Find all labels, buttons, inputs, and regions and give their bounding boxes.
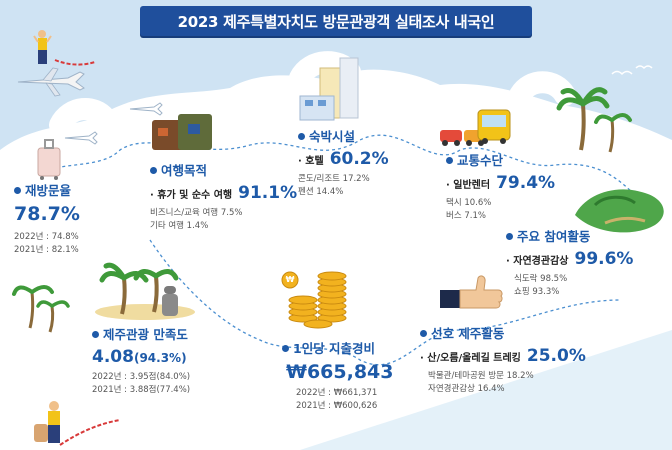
airplane-icon-2 — [129, 102, 163, 116]
lodging-sub-2: 펜션 14.4% — [298, 187, 344, 197]
section-preferred: 선호 제주활동 · 산/오름/올레길 트레킹 25.0% 박물관/테마공원 방문… — [420, 323, 586, 396]
small-airplane-icon — [64, 131, 98, 145]
purpose-sub-2: 기타 여행 1.4% — [150, 221, 209, 231]
section-activities: 주요 참여활동 · 자연경관감상 99.6% 식도락 98.5% 쇼핑 93.3… — [506, 226, 633, 299]
activities-top-label: · 자연경관감상 — [506, 256, 569, 267]
transport-sub-1: 택시 10.6% — [446, 198, 492, 208]
purpose-top-value: 91.1% — [238, 183, 298, 203]
activities-top-row: · 자연경관감상 99.6% — [506, 249, 633, 269]
purpose-top-row: · 휴가 및 순수 여행 91.1% — [150, 183, 297, 203]
preferred-sub-1: 박물관/테마공원 방문 18.2% — [428, 371, 534, 381]
spending-heading: 1인당 지출경비 — [282, 338, 394, 357]
satisfaction-sub-2: 2021년 : 3.88점(77.4%) — [92, 385, 191, 395]
palm-tree-icon-2 — [594, 113, 632, 153]
bus-icon — [477, 109, 511, 144]
palm-tree-icon-3 — [12, 285, 54, 329]
revisit-sub-1: 2022년 : 74.8% — [14, 232, 79, 242]
lodging-heading: 숙박시설 — [298, 126, 389, 145]
section-satisfaction: 제주관광 만족도 4.08(94.3%) 2022년 : 3.95점(84.0%… — [92, 324, 190, 397]
section-revisit: 재방문율 78.7% 2022년 : 74.8% 2021년 : 82.1% — [14, 180, 80, 257]
dolharubang-icon — [162, 286, 178, 316]
section-transport: 교통수단 · 일반렌터 79.4% 택시 10.6% 버스 7.1% — [446, 150, 555, 223]
section-lodging: 숙박시설 · 호텔 60.2% 콘도/리조트 17.2% 펜션 14.4% — [298, 126, 389, 199]
transport-heading: 교통수단 — [446, 150, 555, 169]
palm-tree-icon-5 — [99, 262, 149, 315]
spending-value: ₩665,843 — [286, 361, 394, 383]
transport-top-value: 79.4% — [496, 173, 556, 193]
spending-sub-1: 2022년 : ₩661,371 — [296, 388, 378, 398]
palm-tree-icon-6 — [133, 269, 179, 313]
activities-sub-2: 쇼핑 93.3% — [514, 287, 560, 297]
purpose-sub-1: 비즈니스/교육 여행 7.5% — [150, 208, 243, 218]
coin-stack-icon — [281, 271, 347, 329]
title-banner: 2023 제주특별자치도 방문관광객 실태조사 내국인 — [140, 6, 532, 36]
activities-heading: 주요 참여활동 — [506, 226, 633, 245]
revisit-sub-2: 2021년 : 82.1% — [14, 245, 79, 255]
preferred-sub-2: 자연경관감상 16.4% — [428, 384, 505, 394]
satisfaction-value: 4.08(94.3%) — [92, 347, 187, 367]
luggage-icon — [152, 114, 212, 150]
cloud-shape — [0, 69, 672, 450]
traveler-icon-2 — [34, 401, 60, 443]
route-line — [39, 134, 641, 366]
transport-top-row: · 일반렌터 79.4% — [446, 173, 555, 193]
purpose-heading: 여행목적 — [150, 160, 297, 179]
satisfaction-sub-1: 2022년 : 3.95점(84.0%) — [92, 372, 191, 382]
activities-top-value: 99.6% — [574, 249, 634, 269]
satisfaction-heading: 제주관광 만족도 — [92, 324, 190, 343]
revisit-value: 78.7% — [14, 203, 80, 225]
beach-icon — [95, 304, 195, 320]
coin-symbol: ₩ — [285, 275, 295, 284]
purpose-top-label: · 휴가 및 순수 여행 — [150, 190, 233, 201]
airplane-icon — [17, 67, 85, 97]
page-title: 2023 제주특별자치도 방문관광객 실태조사 내국인 — [177, 12, 495, 31]
bird-icon — [611, 65, 653, 76]
traveler-icon — [33, 30, 52, 64]
revisit-heading: 재방문율 — [14, 180, 80, 199]
transport-sub-2: 버스 7.1% — [446, 211, 486, 221]
palm-tree-icon — [556, 87, 610, 151]
airplane-trail — [59, 419, 121, 446]
suitcase-icon — [37, 139, 61, 180]
preferred-top-label: · 산/오름/올레길 트레킹 — [420, 353, 521, 364]
activities-sub-1: 식도락 98.5% — [514, 274, 568, 284]
lodging-top-row: · 호텔 60.2% — [298, 149, 389, 169]
lodging-top-value: 60.2% — [329, 149, 389, 169]
spending-sub-2: 2021년 : ₩600,626 — [296, 401, 378, 411]
preferred-heading: 선호 제주활동 — [420, 323, 586, 342]
thumbs-up-icon — [440, 275, 503, 309]
island-icon — [575, 189, 664, 233]
preferred-top-value: 25.0% — [526, 346, 586, 366]
sea-area — [300, 330, 672, 450]
palm-tree-icon-4 — [36, 300, 70, 333]
building-icon — [299, 57, 359, 121]
scarf-icon — [54, 59, 96, 66]
section-purpose: 여행목적 · 휴가 및 순수 여행 91.1% 비즈니스/교육 여행 7.5% … — [150, 160, 297, 233]
transport-top-label: · 일반렌터 — [446, 180, 491, 191]
lodging-sub-1: 콘도/리조트 17.2% — [298, 174, 370, 184]
preferred-top-row: · 산/오름/올레길 트레킹 25.0% — [420, 346, 586, 366]
section-spending: 1인당 지출경비 ₩665,843 2022년 : ₩661,371 2021년… — [282, 338, 394, 413]
lodging-top-label: · 호텔 — [298, 156, 324, 167]
